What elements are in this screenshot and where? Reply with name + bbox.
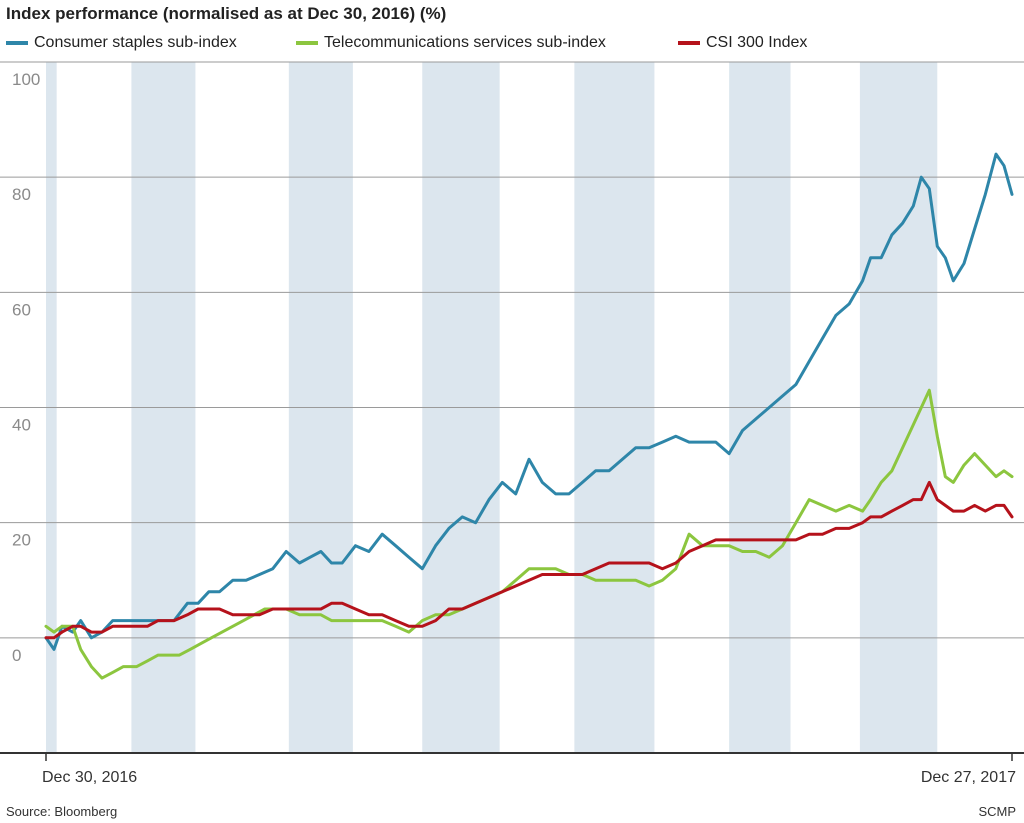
y-axis-labels: 0 20 40 60 80 100	[12, 70, 40, 665]
legend-label-telecom: Telecommunications services sub-index	[324, 34, 606, 51]
legend-label-csi300: CSI 300 Index	[706, 34, 808, 51]
legend-swatch-csi300	[678, 41, 700, 45]
x-axis	[0, 752, 1024, 761]
y-tick-label-20: 20	[12, 531, 31, 550]
series-line-1	[44, 388, 1014, 680]
legend-swatch-consumer-staples	[6, 41, 28, 45]
legend: Consumer staples sub-index Telecommunica…	[0, 34, 1024, 56]
legend-swatch-telecom	[296, 41, 318, 45]
y-tick-label-40: 40	[12, 416, 31, 435]
credit-note: SCMP	[978, 804, 1016, 819]
series-lines	[44, 152, 1014, 680]
y-tick-label-100: 100	[12, 70, 40, 89]
legend-item-csi300: CSI 300 Index	[678, 34, 807, 52]
x-tick-label-end: Dec 27, 2017	[921, 769, 1016, 786]
series-line-2	[44, 480, 1014, 640]
legend-item-telecom: Telecommunications services sub-index	[296, 34, 606, 52]
x-tick-label-start: Dec 30, 2016	[42, 769, 137, 786]
y-tick-label-0: 0	[12, 646, 21, 665]
series-line-0	[44, 152, 1014, 651]
legend-label-consumer-staples: Consumer staples sub-index	[34, 34, 237, 51]
gridlines	[0, 61, 1024, 639]
y-tick-label-60: 60	[12, 300, 31, 319]
chart-title: Index performance (normalised as at Dec …	[6, 4, 447, 23]
x-axis-labels: Dec 30, 2016 Dec 27, 2017	[42, 769, 1016, 786]
y-tick-label-80: 80	[12, 185, 31, 204]
legend-item-consumer-staples: Consumer staples sub-index	[6, 34, 237, 52]
source-note: Source: Bloomberg	[6, 804, 118, 819]
